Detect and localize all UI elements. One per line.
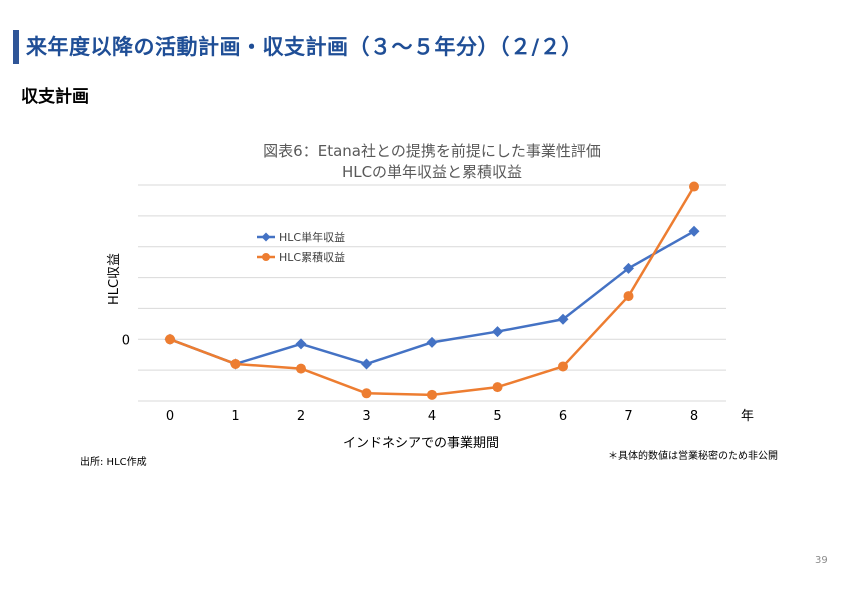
data-point-circle: [623, 291, 634, 302]
x-axis-label: インドネシアでの事業期間: [343, 435, 499, 451]
data-point-circle: [165, 334, 175, 345]
data-point-circle: [689, 181, 699, 192]
x-tick-label: 7: [624, 409, 632, 424]
chart-legend: HLC単年収益 HLC累積収益: [257, 230, 345, 264]
legend-swatch-marker: [261, 232, 271, 242]
legend-label: HLC単年収益: [279, 230, 345, 244]
x-tick-label: 6: [559, 409, 567, 424]
x-tick-label: 2: [297, 409, 305, 424]
title-accent-bar: [13, 30, 19, 64]
data-point-diamond: [492, 326, 503, 338]
data-point-diamond: [557, 313, 569, 325]
data-point-circle: [361, 388, 372, 399]
chart-axes: HLC収益 インドネシアでの事業期間 年 0 1 2 3 4 5 6 7 8 0: [107, 253, 754, 451]
section-heading: 収支計画: [21, 87, 89, 107]
x-tick-label: 0: [166, 409, 174, 424]
data-point-diamond: [426, 336, 438, 348]
data-point-circle: [492, 382, 503, 393]
x-tick-label: 8: [690, 409, 698, 424]
page-number: 39: [815, 555, 828, 566]
data-point-diamond: [361, 358, 372, 370]
y-axis-label: HLC収益: [107, 253, 122, 305]
x-tick-label: 1: [231, 409, 239, 424]
series-line: [169, 185, 696, 397]
chart-subtitle: HLCの単年収益と累積収益: [341, 163, 523, 181]
data-point-circle: [230, 358, 241, 369]
source-note: 出所: HLC作成: [80, 457, 147, 468]
data-point-diamond: [623, 262, 634, 274]
chart-gridlines: [138, 184, 726, 402]
data-point-circle: [558, 361, 568, 372]
legend-swatch-marker: [262, 253, 270, 261]
confidentiality-note: ＊具体的数値は営業秘密のため非公開: [608, 451, 778, 462]
y-tick-label: 0: [122, 333, 130, 348]
x-tick-label: 5: [493, 409, 501, 424]
chart-title: 図表6：Etana社との提携を前提にした事業性評価: [263, 142, 601, 160]
data-point-circle: [427, 389, 437, 400]
data-point-circle: [296, 363, 306, 374]
data-point-diamond: [295, 338, 307, 350]
slide-title: 来年度以降の活動計画・収支計画（３～５年分）（２/２）: [26, 35, 583, 59]
data-point-diamond: [688, 225, 700, 237]
chart-series: [164, 181, 700, 400]
x-tick-label: 3: [362, 409, 370, 424]
x-axis-unit-label: 年: [741, 409, 754, 424]
x-tick-label: 4: [428, 409, 436, 424]
legend-label: HLC累積収益: [279, 250, 345, 264]
